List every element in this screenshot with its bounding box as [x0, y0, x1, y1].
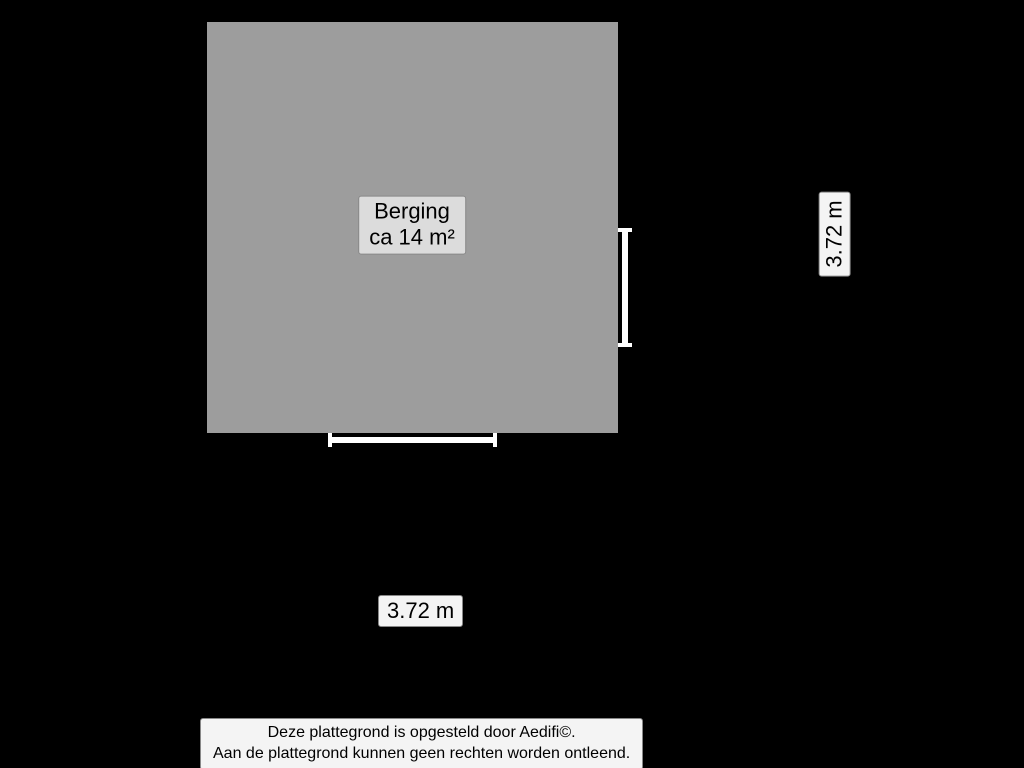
window-bottom-cap-right	[493, 433, 497, 447]
window-right	[622, 230, 628, 345]
room-area-text: ca 14 m²	[369, 225, 455, 251]
dimension-bottom: 3.72 m	[378, 595, 463, 627]
disclaimer-line2: Aan de plattegrond kunnen geen rechten w…	[213, 744, 630, 765]
room-name-text: Berging	[369, 199, 455, 225]
dimension-right-text: 3.72 m	[822, 200, 847, 267]
dimension-bottom-text: 3.72 m	[387, 598, 454, 623]
window-bottom-cap-left	[328, 433, 332, 447]
disclaimer-box: Deze plattegrond is opgesteld door Aedif…	[200, 718, 643, 768]
window-right-cap-top	[618, 228, 632, 232]
room-label: Berging ca 14 m²	[358, 196, 466, 255]
disclaimer-line1: Deze plattegrond is opgesteld door Aedif…	[213, 723, 630, 744]
window-bottom	[330, 437, 495, 443]
floorplan-canvas: Berging ca 14 m² 3.72 m 3.72 m Deze plat…	[0, 0, 1024, 768]
window-right-cap-bottom	[618, 343, 632, 347]
dimension-right: 3.72 m	[819, 191, 851, 276]
